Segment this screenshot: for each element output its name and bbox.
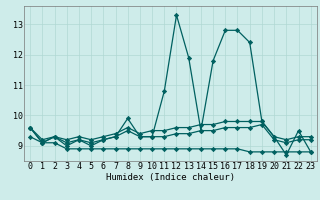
X-axis label: Humidex (Indice chaleur): Humidex (Indice chaleur) bbox=[106, 173, 235, 182]
